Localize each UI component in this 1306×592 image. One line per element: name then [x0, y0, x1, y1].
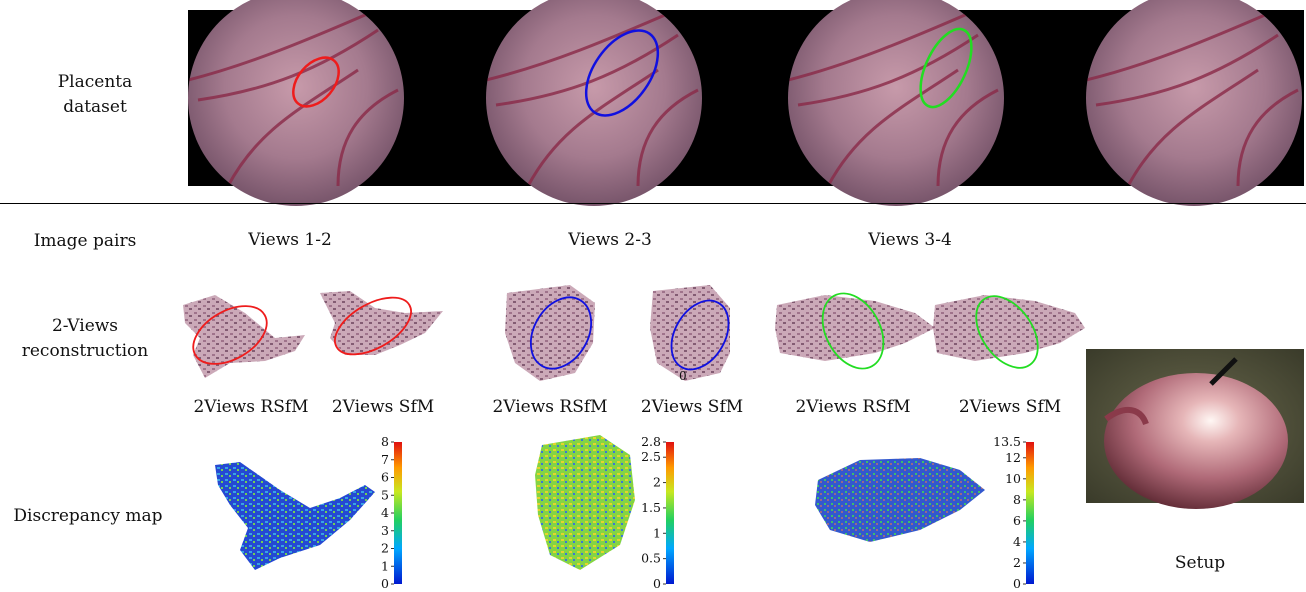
method-label-1-sfm: 2Views SfM [331, 397, 435, 417]
colorbar-1-tick-label: 1 [381, 558, 389, 573]
method-label-2-sfm: 2Views SfM [640, 397, 744, 417]
reconstruction-row-label: 2-Views reconstruction [10, 314, 160, 364]
frame-view-2 [486, 0, 702, 206]
recon-2-rsfm [505, 285, 595, 381]
stray-zero-label: 0 [679, 369, 687, 383]
colorbar-1-tick-label: 7 [381, 452, 389, 467]
colorbar-2-tick-label: 2.5 [641, 449, 661, 464]
colorbar-3-tick-label: 12 [1005, 450, 1021, 465]
highlight-ellipse-green [919, 27, 973, 109]
recon-2-sfm: 0 [650, 285, 730, 383]
colorbar-3-tick-label: 2 [1013, 555, 1021, 570]
colorbar-1-tick-label: 8 [381, 434, 389, 449]
recon-1-sfm [320, 291, 443, 356]
colorbar-1-tick-label: 6 [381, 470, 389, 485]
colorbar-2-tick-label: 2 [653, 475, 661, 490]
highlight-ellipse-red [292, 56, 340, 108]
dataset-label-line2: dataset [63, 97, 127, 117]
colorbar-2-tick-label: 0.5 [641, 551, 661, 566]
pair-header-3: Views 3-4 [868, 230, 952, 250]
dataset-label-line1: Placenta [57, 72, 133, 92]
colorbar-3-tick-label: 0 [1013, 576, 1021, 591]
frame-view-3 [788, 0, 1004, 206]
frame-view-4 [1086, 0, 1302, 206]
colorbar-1 [394, 442, 402, 584]
dataset-frames [188, 0, 1302, 206]
discrepancy-map-1 [215, 442, 402, 584]
method-label-1-rsfm: 2Views RSfM [193, 397, 309, 417]
pair-header-2: Views 2-3 [568, 230, 652, 250]
colorbar-3-tick-label: 4 [1013, 534, 1021, 549]
frame-view-1 [188, 0, 404, 206]
discrepancy-row-label: Discrepancy map [13, 506, 163, 526]
setup-photo [1086, 349, 1304, 509]
colorbar-3-tick-label: 10 [1005, 471, 1021, 486]
colorbar-1-tick-label: 0 [381, 576, 389, 591]
colorbar-2-tick-label: 0 [653, 576, 661, 591]
highlight-ellipse-blue [584, 29, 660, 117]
discrepancy-map-2 [535, 435, 674, 584]
recon-1-rsfm [183, 295, 305, 378]
section-divider [0, 203, 1306, 204]
pair-header-1: Views 1-2 [248, 230, 332, 250]
reconstruction-label-line2: reconstruction [21, 341, 149, 361]
method-label-3-sfm: 2Views SfM [958, 397, 1062, 417]
colorbar-3-tick-label: 8 [1013, 492, 1021, 507]
colorbar-1-tick-label: 2 [381, 541, 389, 556]
method-label-2-rsfm: 2Views RSfM [492, 397, 608, 417]
image-pairs-label: Image pairs [33, 231, 137, 251]
colorbar-2-tick-label: 1 [653, 525, 661, 540]
recon-3-sfm [933, 295, 1085, 369]
dataset-row-label: Placenta dataset [20, 70, 170, 120]
colorbar-3-tick-label: 13.5 [993, 434, 1021, 449]
colorbar-2-tick-label: 2.8 [641, 434, 661, 449]
method-label-3-rsfm: 2Views RSfM [795, 397, 911, 417]
reconstructions: 0 [183, 285, 1085, 383]
discrepancy-map-3 [815, 442, 1034, 584]
colorbar-2 [666, 442, 674, 584]
colorbar-2-tick-label: 1.5 [641, 500, 661, 515]
colorbar-1-tick-label: 3 [381, 523, 389, 538]
recon-3-rsfm [775, 292, 935, 370]
reconstruction-label-line1: 2-Views [51, 316, 119, 336]
setup-label: Setup [1174, 553, 1226, 573]
colorbar-3 [1026, 442, 1034, 584]
dataset-image-strip [188, 0, 1304, 206]
colorbar-3-tick-label: 6 [1013, 513, 1021, 528]
colorbar-1-tick-label: 4 [381, 505, 389, 520]
colorbar-1-tick-label: 5 [381, 487, 389, 502]
